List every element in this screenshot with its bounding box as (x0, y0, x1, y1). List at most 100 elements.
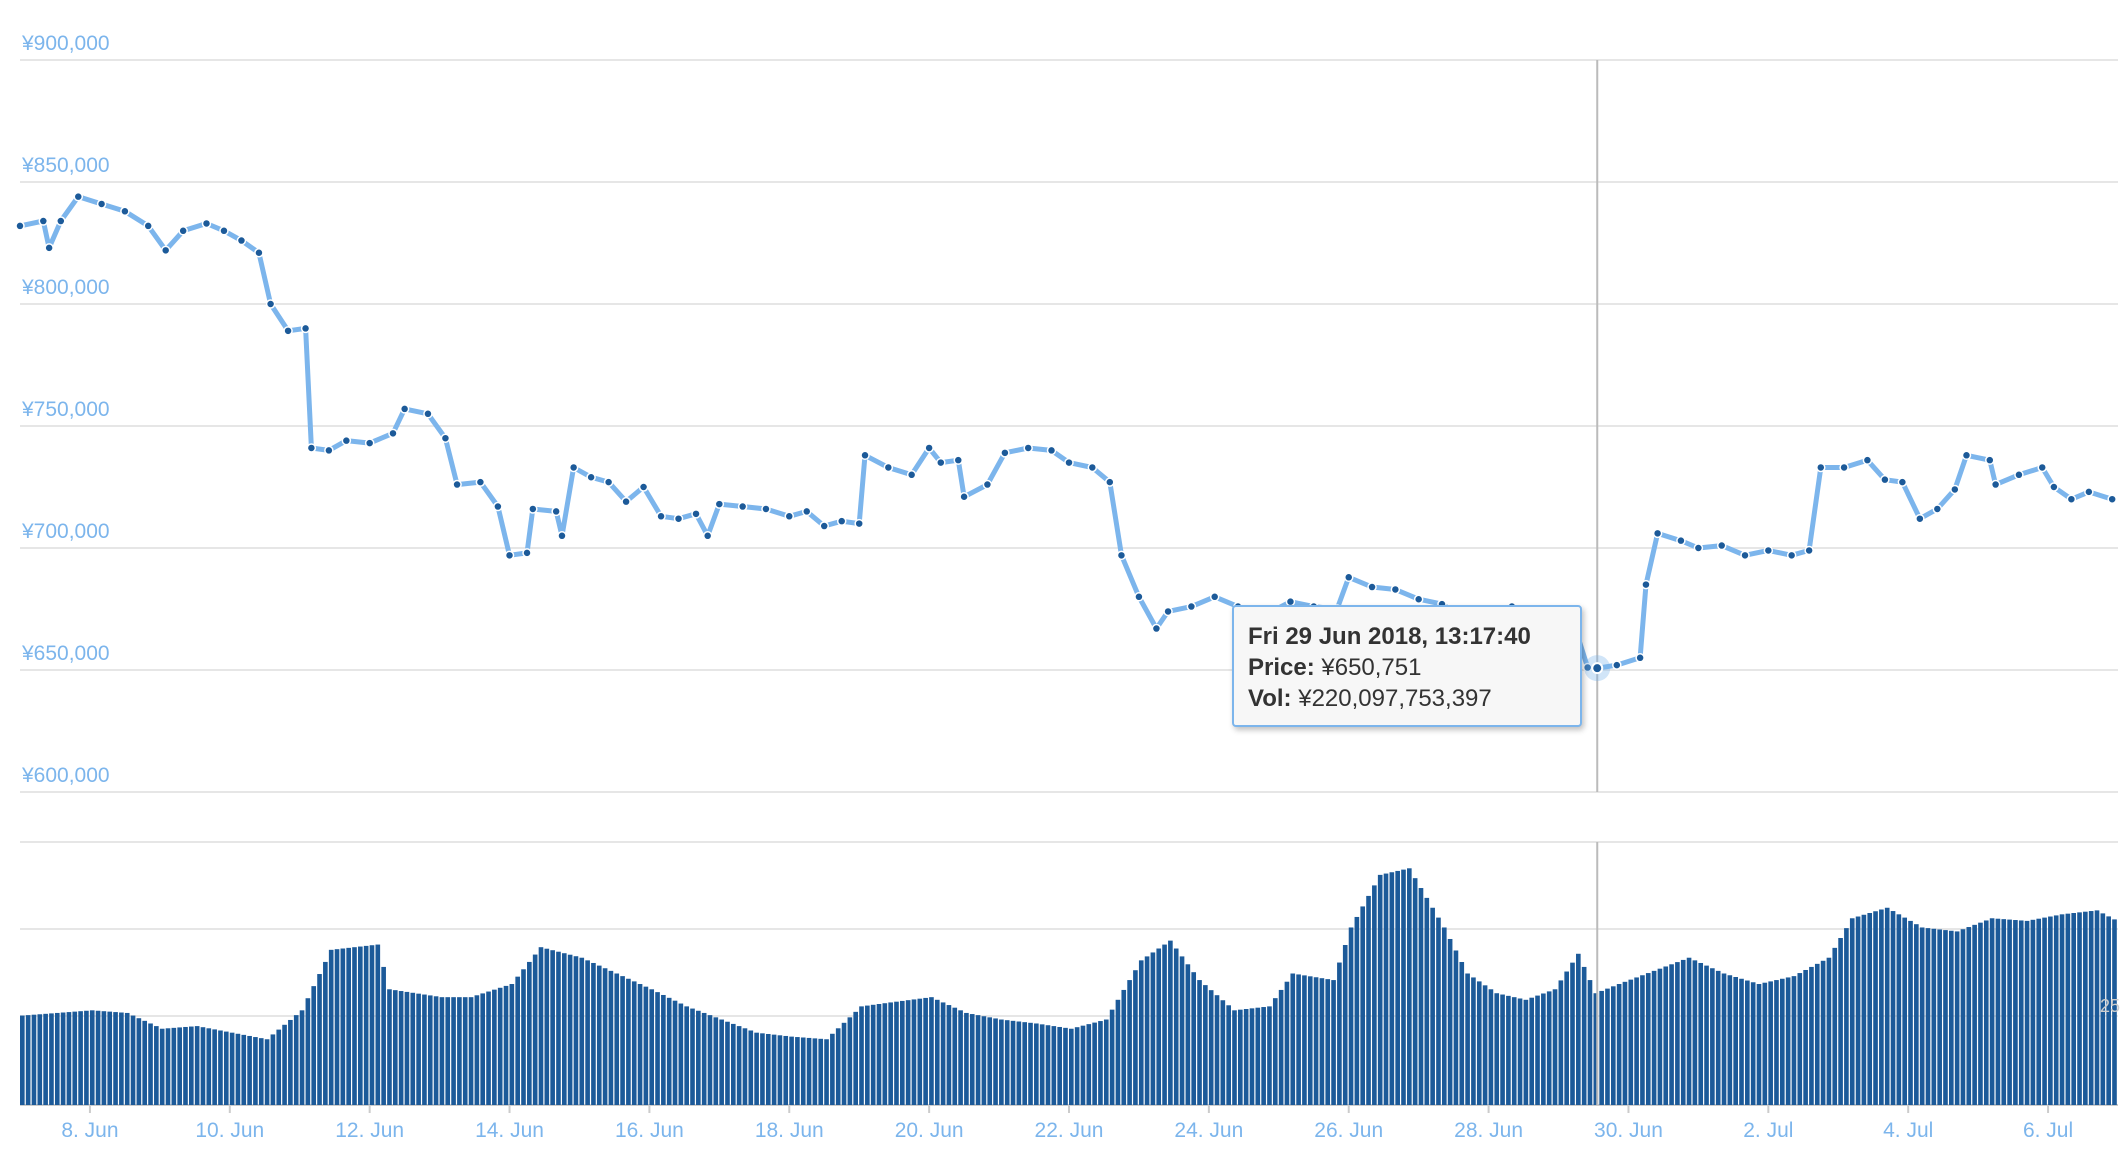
price-point (656, 511, 666, 522)
volume-bar (1890, 911, 1896, 1105)
volume-bar (363, 945, 369, 1105)
volume-bar (1948, 930, 1954, 1105)
volume-bar (1966, 927, 1972, 1105)
volume-bar (1366, 895, 1371, 1105)
volume-bar (1331, 980, 1336, 1105)
volume-bar (101, 1011, 107, 1105)
volume-bar (602, 968, 608, 1105)
volume-bar (952, 1007, 958, 1105)
volume-bar (917, 998, 923, 1105)
volume-bar (1692, 960, 1698, 1105)
volume-bar (1232, 1010, 1237, 1105)
volume-bar (1203, 985, 1208, 1105)
volume-bar (1762, 982, 1768, 1105)
volume-bar (1412, 878, 1418, 1105)
volume-bar (218, 1030, 223, 1105)
volume-bar (1873, 911, 1878, 1105)
price-point (2049, 482, 2059, 492)
volume-bar (311, 986, 317, 1105)
volume-bar (1972, 924, 1977, 1105)
price-point (603, 477, 614, 487)
volume-bar (1226, 1005, 1231, 1105)
price-grid (20, 59, 2118, 793)
volume-bar (1628, 979, 1634, 1105)
price-point (1343, 572, 1354, 583)
volume-bar (725, 1021, 730, 1105)
volume-bar (1657, 968, 1663, 1105)
volume-bar (1022, 1022, 1028, 1105)
volume-bar (550, 950, 555, 1105)
price-point (714, 499, 725, 509)
volume-bar (43, 1013, 48, 1105)
volume-bar (1459, 961, 1465, 1105)
volume-bar (1045, 1025, 1051, 1105)
price-point (1862, 455, 1873, 465)
x-tick-label: 12. Jun (335, 1119, 404, 1142)
volume-bar (899, 1000, 905, 1105)
volume-bar (1675, 962, 1680, 1105)
volume-bar (398, 991, 404, 1105)
volume-bar (503, 985, 509, 1105)
volume-bar (317, 974, 322, 1105)
price-line (17, 194, 2115, 671)
volume-bar (1185, 964, 1191, 1105)
volume-bar (527, 961, 532, 1105)
volume-bar (2077, 912, 2082, 1105)
price-point (388, 428, 398, 439)
volume-bar (1342, 945, 1348, 1105)
volume-bar (194, 1026, 200, 1105)
volume-bar (1640, 975, 1645, 1105)
volume-bar (1785, 977, 1791, 1105)
volume-bar (1255, 1007, 1261, 1105)
volume-bar (1418, 888, 1424, 1105)
x-tick-label: 22. Jun (1035, 1119, 1104, 1142)
volume-bar (451, 997, 456, 1105)
price-point (836, 516, 847, 526)
volume-bar (299, 1010, 305, 1105)
volume-bar (1138, 960, 1144, 1105)
volume-bar (783, 1035, 789, 1105)
price-point (802, 506, 812, 517)
price-point (1612, 660, 1622, 670)
volume-bar (1552, 989, 1558, 1105)
volume-bar (486, 991, 491, 1105)
volume-bar (789, 1036, 794, 1105)
price-point (364, 438, 375, 448)
volume-bar (655, 992, 660, 1105)
volume-bar (1622, 981, 1628, 1105)
volume-bar (701, 1012, 707, 1105)
volume-bar (1908, 920, 1913, 1105)
volume-bar (410, 992, 416, 1105)
volume-bar (165, 1028, 171, 1105)
volume-bar (1278, 989, 1284, 1105)
price-point (1950, 484, 1960, 495)
volume-bar (637, 984, 643, 1105)
volume-bar (509, 984, 515, 1105)
volume-bar (1436, 917, 1441, 1105)
price-point (1413, 594, 1424, 604)
x-tick-label: 4. Jul (1883, 1119, 1933, 1142)
price-point (1985, 455, 1995, 465)
volume-bar (1745, 980, 1750, 1105)
volume-bar (1372, 885, 1377, 1105)
price-point (1390, 584, 1401, 595)
volume-bar (1150, 952, 1156, 1105)
volume-bar (1855, 916, 1861, 1105)
volume-bar (346, 947, 351, 1105)
volume-bar (1925, 928, 1931, 1105)
volume-bar (468, 997, 474, 1105)
volume-bar (1284, 981, 1290, 1105)
volume-bar (1354, 916, 1360, 1105)
price-point (936, 457, 946, 468)
volume-bar (2106, 916, 2111, 1105)
volume-bar (241, 1034, 247, 1105)
x-axis: 8. Jun 10. Jun 12. Jun 14. Jun 16. Jun 18. Ju… (61, 1105, 2073, 1142)
volume-bar (258, 1038, 264, 1105)
price-point (1915, 513, 1925, 524)
volume-bar (1511, 997, 1517, 1105)
volume-bar (1267, 1006, 1272, 1105)
volume-bar (1943, 930, 1948, 1105)
volume-bar (334, 949, 340, 1105)
